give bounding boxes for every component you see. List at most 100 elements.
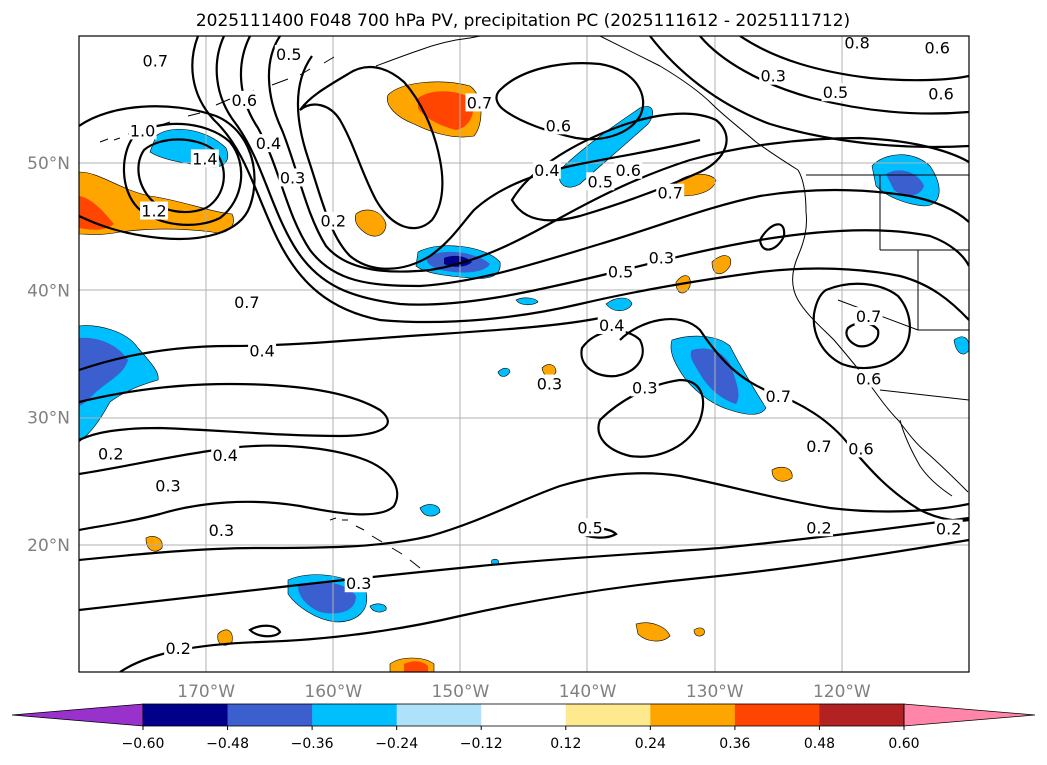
precip-orange-patch (145, 536, 163, 552)
precip-blue-patch (515, 297, 539, 306)
pv-contours (79, 36, 969, 672)
contour-label: 1.0 (130, 121, 155, 140)
pv-contour (812, 282, 911, 370)
contour-label-bg (846, 439, 875, 458)
contour-label: 0.3 (280, 168, 305, 187)
contour-label: 0.2 (321, 212, 346, 231)
contour-label-bg (230, 90, 259, 109)
contour-label: 0.5 (608, 263, 633, 282)
pv-contour (79, 316, 601, 372)
colorbar-segment (227, 704, 313, 726)
contour-label-bg (606, 262, 635, 281)
contour-label: 0.3 (346, 574, 371, 593)
contour-label: 0.6 (848, 439, 873, 458)
precip-navy-patch (444, 255, 472, 267)
contour-label-bg (804, 436, 833, 455)
contour-label: 0.4 (256, 134, 281, 153)
contour-label: 0.7 (234, 293, 259, 312)
pv-contour (79, 382, 389, 441)
contour-label-bg (278, 168, 307, 187)
pv-contour (299, 66, 444, 230)
precip-red-patch (404, 661, 428, 672)
precip-blue-patch (419, 504, 441, 517)
pv-contour (248, 624, 282, 638)
contour-label-bg (535, 374, 564, 393)
contour-label: 0.4 (599, 316, 624, 335)
precip-red-patch (418, 91, 474, 130)
precip-blue-patch (605, 297, 633, 312)
pv-contour (619, 318, 969, 522)
longitude-tick-label: 140°W (559, 682, 617, 702)
pv-contour (119, 538, 969, 672)
contour-label-bg (934, 519, 963, 538)
map-background (79, 36, 969, 672)
contour-label: 0.5 (823, 83, 848, 102)
alaska-coast (375, 36, 799, 171)
contour-label: 0.6 (856, 369, 881, 388)
contour-label-bg (576, 518, 605, 537)
colorbar-segment (650, 704, 736, 726)
precip-blue-patch (953, 336, 969, 355)
contour-label-bg (319, 211, 348, 230)
contour-label: 0.6 (924, 39, 949, 58)
colorbar-segment (734, 704, 820, 726)
colorbar-segment (565, 704, 651, 726)
contour-label: 0.2 (936, 520, 961, 539)
contour-label-bg (211, 445, 240, 464)
contour-label-bg (854, 307, 883, 326)
precip-orange-patch (693, 627, 705, 637)
contour-label-bg (141, 51, 170, 70)
contour-label-bg (759, 66, 788, 85)
contour-label-bg (532, 160, 561, 179)
contour-label: 0.7 (467, 93, 492, 112)
contour-label-bg (656, 183, 685, 202)
contour-label-bg (207, 520, 236, 539)
contour-label: 0.2 (98, 444, 123, 463)
contour-label: 0.3 (209, 521, 234, 540)
precip-orange-patch (354, 209, 387, 237)
contour-labels: 0.50.70.8 0.60.30.5 0.60.6 0.70.61.00.41.40… (96, 36, 963, 658)
longitude-tick-label: 150°W (432, 682, 490, 702)
pv-contour (79, 105, 256, 241)
colorbar-tick-label: −0.60 (122, 736, 165, 752)
pv-contour (699, 36, 969, 115)
longitude-tick-label: 120°W (813, 682, 871, 702)
contour-label-bg (614, 160, 643, 179)
contour-label: 1.4 (192, 149, 217, 168)
contour-label-bg (586, 172, 615, 191)
contour-label-bg (544, 116, 573, 135)
pv-contour (79, 472, 969, 562)
contour-label-bg (164, 639, 193, 658)
contour-label: 0.6 (232, 91, 257, 110)
contour-label: 0.3 (155, 476, 180, 495)
contour-label: 0.4 (212, 446, 237, 465)
latitude-tick-label: 50°N (27, 154, 70, 174)
colorbar-segment (396, 704, 482, 726)
contour-label: 1.2 (141, 202, 166, 221)
pv-contour (649, 36, 969, 149)
contour-label-bg (927, 84, 956, 103)
colorbar-segment (143, 704, 229, 726)
contour-label: 0.7 (806, 437, 831, 456)
gridlines (79, 36, 969, 672)
contour-label-bg (190, 149, 219, 168)
contour-label-bg (254, 134, 283, 153)
contour-label-bg (597, 316, 626, 335)
precip-red-patch (79, 196, 114, 230)
contour-label-bg (843, 36, 872, 52)
colorbar-segment (312, 704, 398, 726)
contour-label: 0.4 (249, 341, 274, 360)
contour-label: 0.5 (577, 518, 602, 537)
pv-contour (191, 36, 969, 324)
pv-contour (296, 55, 701, 270)
contour-label-bg (804, 518, 833, 537)
precip-royalblue-patch (886, 170, 924, 196)
precip-blue-patch (369, 603, 387, 613)
contour-label-bg (465, 93, 494, 112)
contour-label: 0.2 (165, 639, 190, 658)
latitude-tick-label: 20°N (27, 536, 70, 556)
contour-label: 0.6 (616, 161, 641, 180)
contour-label-bg (248, 341, 277, 360)
precip-orange-patch (635, 622, 671, 642)
